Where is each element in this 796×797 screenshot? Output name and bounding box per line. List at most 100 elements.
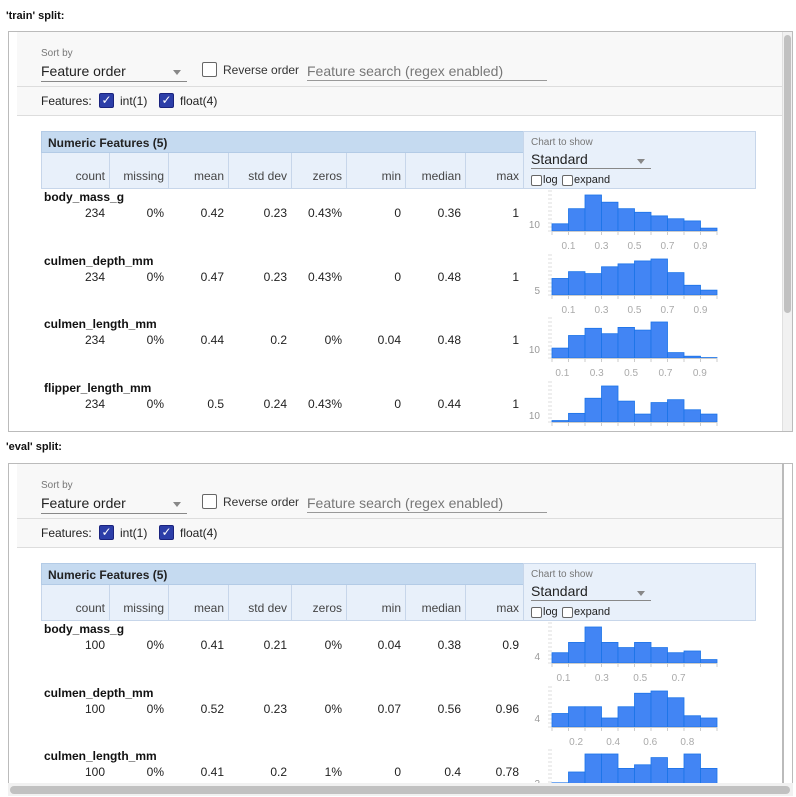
column-header-std-dev[interactable]: std dev: [229, 153, 292, 188]
histogram-bar: [634, 764, 652, 783]
cell-median: 0.56: [437, 701, 461, 716]
column-header-zeros[interactable]: zeros: [292, 153, 347, 188]
sort-by-label: Sort by: [41, 480, 73, 491]
cell-mean: 0.44: [200, 333, 224, 348]
x-tick-label: 0.1: [562, 305, 576, 316]
feature-row[interactable]: culmen_depth_mm 234 0% 0.47 0.23 0.43% 0 0.48 1 5…: [9, 253, 769, 316]
sort-by-value: Feature order: [41, 495, 126, 511]
cell-median: 0.48: [437, 269, 461, 284]
cell-count: 234: [84, 333, 105, 348]
feature-row[interactable]: body_mass_g 100 0% 0.41 0.21 0% 0.04 0.38 0.9 4 0.…: [9, 621, 769, 684]
toolbar-divider: [17, 518, 784, 519]
cell-max: 0.78: [495, 765, 519, 780]
cell-count: 100: [84, 701, 105, 716]
histogram-bar: [650, 258, 668, 296]
feature-row[interactable]: culmen_depth_mm 100 0% 0.52 0.23 0% 0.07 0.56 0.…: [9, 685, 769, 748]
column-header-count[interactable]: count: [42, 585, 110, 620]
expand-checkbox[interactable]: [562, 175, 573, 186]
expand-label: expand: [574, 606, 611, 618]
reverse-order-checkbox[interactable]: [202, 494, 217, 509]
feature-row[interactable]: flipper_length_mm 234 0% 0.5 0.24 0.43% 0 0.44 1…: [9, 380, 769, 431]
log-checkbox[interactable]: [531, 607, 542, 618]
cell-median: 0.36: [437, 206, 461, 220]
column-header-zeros[interactable]: zeros: [292, 585, 347, 620]
histogram-bar: [683, 715, 701, 728]
histogram-bar: [568, 270, 586, 296]
column-header-mean[interactable]: mean: [169, 153, 229, 188]
x-tick-label: 0.3: [590, 368, 604, 379]
histogram-bar: [551, 652, 569, 664]
chevron-down-icon: [637, 159, 645, 164]
cell-std-dev: 0.23: [263, 206, 287, 220]
log-checkbox[interactable]: [531, 175, 542, 186]
column-header-max[interactable]: max: [466, 153, 524, 188]
feature-row[interactable]: body_mass_g 234 0% 0.42 0.23 0.43% 0 0.36 1 10 0.1…: [9, 189, 769, 252]
horizontal-scrollbar-thumb[interactable]: [10, 786, 790, 794]
column-header-min[interactable]: min: [347, 153, 406, 188]
horizontal-scrollbar[interactable]: [8, 783, 793, 796]
column-header-missing[interactable]: missing: [110, 585, 169, 620]
column-header-count[interactable]: count: [42, 153, 110, 188]
cell-std-dev: 0.23: [263, 269, 287, 284]
feature-search-input[interactable]: Feature search (regex enabled): [307, 60, 547, 81]
column-header-missing[interactable]: missing: [110, 153, 169, 188]
vertical-scrollbar[interactable]: [782, 464, 792, 783]
histogram-chart: 4 0.1 0.3 0.5 0.7: [534, 622, 718, 684]
histogram-bar: [551, 223, 569, 232]
x-tick-label: 0.7: [661, 241, 675, 252]
column-header-std-dev[interactable]: std dev: [229, 585, 292, 620]
histogram-bar: [601, 753, 619, 783]
feature-filter-label-1: float(4): [180, 94, 218, 108]
feature-search-input[interactable]: Feature search (regex enabled): [307, 492, 547, 513]
vertical-scrollbar-thumb[interactable]: [784, 35, 791, 313]
chart-type-value: Standard: [531, 151, 588, 167]
toolbar: Sort by Feature order Reverse order Feature…: [17, 32, 784, 116]
toolbar: Sort by Feature order Reverse order Feature…: [17, 464, 784, 548]
expand-checkbox[interactable]: [562, 607, 573, 618]
cell-mean: 0.41: [200, 765, 224, 780]
feature-row[interactable]: culmen_length_mm 234 0% 0.44 0.2 0% 0.04 0.48 1 1…: [9, 316, 769, 379]
histogram-bar: [650, 215, 668, 232]
split-panel: Sort by Feature order Reverse order Feature…: [8, 31, 793, 432]
feature-filter-checkbox-0[interactable]: ✓: [99, 93, 114, 108]
histogram-chart: 4 0.2 0.4 0.6 0.8: [534, 686, 718, 748]
sort-by-select[interactable]: Feature order: [41, 60, 187, 82]
feature-filter-checkbox-0[interactable]: ✓: [99, 525, 114, 540]
vertical-scrollbar[interactable]: [782, 32, 792, 431]
sort-by-select[interactable]: Feature order: [41, 492, 187, 514]
histogram-chart: 2: [534, 749, 718, 783]
column-header-median[interactable]: median: [406, 585, 466, 620]
chevron-down-icon: [637, 591, 645, 596]
column-header-min[interactable]: min: [347, 585, 406, 620]
reverse-order-checkbox[interactable]: [202, 62, 217, 77]
histogram-bar: [683, 650, 701, 664]
histogram-bar: [601, 717, 619, 728]
cell-mean: 0.47: [200, 269, 224, 284]
cell-min: 0.04: [377, 638, 401, 652]
x-tick-label: 0.1: [555, 368, 569, 379]
histogram-bar: [584, 397, 602, 423]
checkmark-icon: ✓: [161, 525, 172, 539]
column-header-max[interactable]: max: [466, 585, 524, 620]
y-tick-label: 10: [529, 345, 541, 356]
cell-max: 0.9: [502, 638, 519, 652]
histogram-bar: [568, 208, 586, 232]
chevron-down-icon: [173, 502, 181, 507]
chart-type-select[interactable]: Standard: [531, 149, 651, 169]
numeric-features-header: Numeric Features (5): [41, 131, 524, 153]
feature-filter-checkbox-1[interactable]: ✓: [159, 93, 174, 108]
chart-type-select[interactable]: Standard: [531, 581, 651, 601]
cell-std-dev: 0.21: [263, 638, 287, 652]
cell-zeros: 0%: [324, 638, 342, 652]
column-header-mean[interactable]: mean: [169, 585, 229, 620]
x-tick-label: 0.8: [680, 737, 694, 748]
histogram-bar: [617, 647, 635, 664]
column-header-median[interactable]: median: [406, 153, 466, 188]
feature-filter-checkbox-1[interactable]: ✓: [159, 525, 174, 540]
checkmark-icon: ✓: [101, 525, 112, 539]
histogram-bar: [683, 356, 701, 359]
histogram-bar: [584, 753, 602, 783]
histogram-bar: [667, 271, 685, 296]
reverse-order-label: Reverse order: [223, 63, 300, 77]
